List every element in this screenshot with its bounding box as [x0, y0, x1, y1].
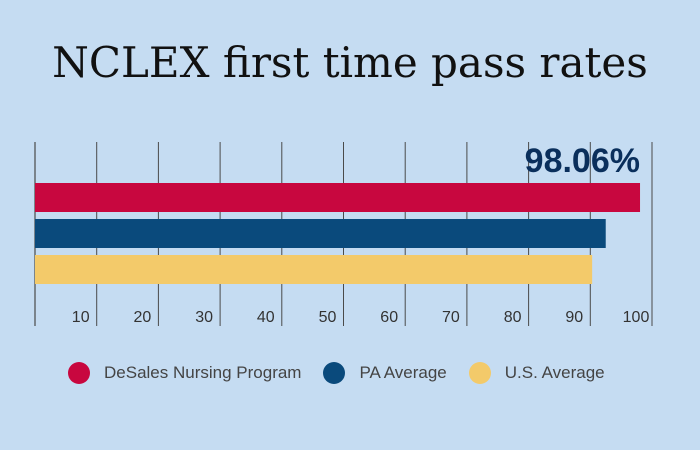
bar-pa-average	[35, 219, 606, 248]
tick-label-70: 70	[442, 309, 460, 326]
chart-title: NCLEX first time pass rates	[52, 38, 648, 87]
legend-swatch-pa	[323, 362, 346, 384]
tick-layer: 10 20 30 40 50 60 70 80 90 100	[72, 309, 650, 326]
value-callout: 98.06%	[525, 142, 640, 180]
tick-label-80: 80	[504, 309, 522, 326]
legend-swatch-desales	[68, 362, 90, 384]
bar-desales-nursing-program	[35, 183, 641, 212]
legend-item-us: U.S. Average	[468, 362, 605, 384]
legend: DeSales Nursing Program PA Average U.S. …	[68, 362, 627, 384]
tick-label-60: 60	[380, 309, 398, 326]
bar-layer	[35, 183, 641, 284]
legend-label-pa: PA Average	[359, 363, 447, 382]
tick-label-100: 100	[623, 309, 650, 326]
tick-label-20: 20	[134, 309, 152, 326]
legend-item-desales: DeSales Nursing Program	[68, 362, 301, 384]
tick-label-10: 10	[72, 309, 90, 326]
tick-label-40: 40	[257, 309, 275, 326]
legend-item-pa: PA Average	[323, 362, 447, 384]
tick-label-90: 90	[565, 309, 583, 326]
legend-label-desales: DeSales Nursing Program	[104, 363, 302, 382]
tick-label-50: 50	[319, 309, 337, 326]
legend-swatch-us	[468, 362, 491, 384]
tick-label-30: 30	[195, 309, 213, 326]
bar-u-s-average	[35, 255, 593, 284]
legend-label-us: U.S. Average	[504, 363, 605, 382]
